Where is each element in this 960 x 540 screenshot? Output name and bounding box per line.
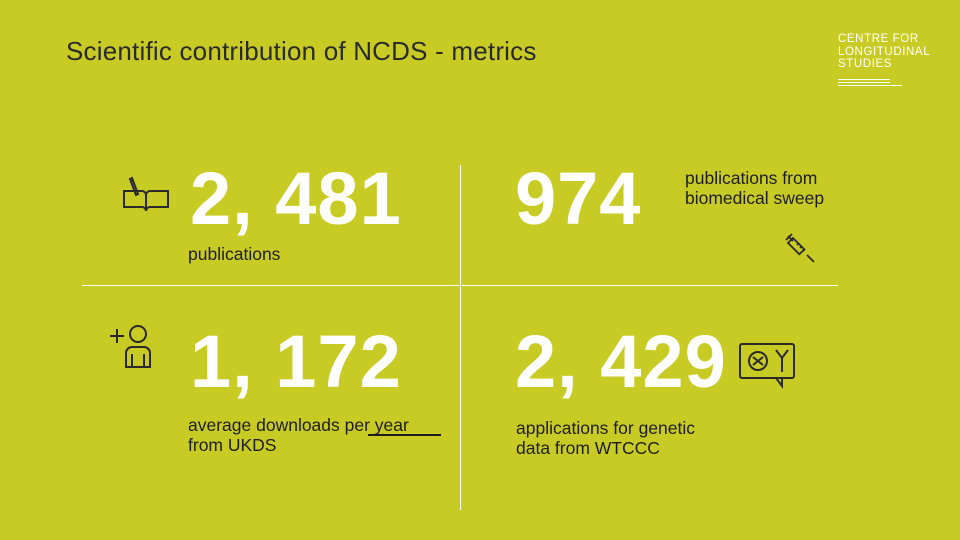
book-pencil-icon (120, 175, 172, 215)
biomedical-label: publications from biomedical sweep (685, 168, 824, 208)
horizontal-divider (82, 285, 838, 286)
publications-label: publications (188, 244, 281, 264)
downloads-label-line-2: from UKDS (188, 435, 277, 455)
genetic-label: applications for genetic data from WTCCC (516, 418, 695, 458)
cls-logo: CENTRE FOR LONGITUDINAL STUDIES (838, 33, 948, 86)
logo-line-3: STUDIES (838, 58, 893, 70)
publications-value: 2, 481 (190, 157, 402, 240)
downloads-label-line-1: average downloads per year (188, 415, 409, 435)
logo-rules (838, 78, 948, 86)
downloads-label: average downloads per year from UKDS (188, 415, 409, 455)
biomedical-value: 974 (515, 157, 642, 240)
downloads-value: 1, 172 (190, 320, 402, 403)
syringe-icon (784, 232, 816, 264)
genetic-label-line-2: data from WTCCC (516, 438, 660, 458)
page-title: Scientific contribution of NCDS - metric… (66, 36, 537, 66)
genetic-value: 2, 429 (515, 320, 727, 403)
add-user-icon (106, 322, 156, 370)
logo-line-1: CENTRE FOR (838, 33, 919, 45)
biomedical-label-line-2: biomedical sweep (685, 188, 825, 208)
vertical-divider (460, 165, 461, 510)
genetic-label-line-1: applications for genetic (516, 418, 695, 438)
logo-line-2: LONGITUDINAL (838, 45, 931, 58)
downloads-underline (368, 434, 441, 436)
dna-chat-icon (738, 340, 796, 390)
biomedical-label-line-1: publications from (685, 168, 818, 188)
